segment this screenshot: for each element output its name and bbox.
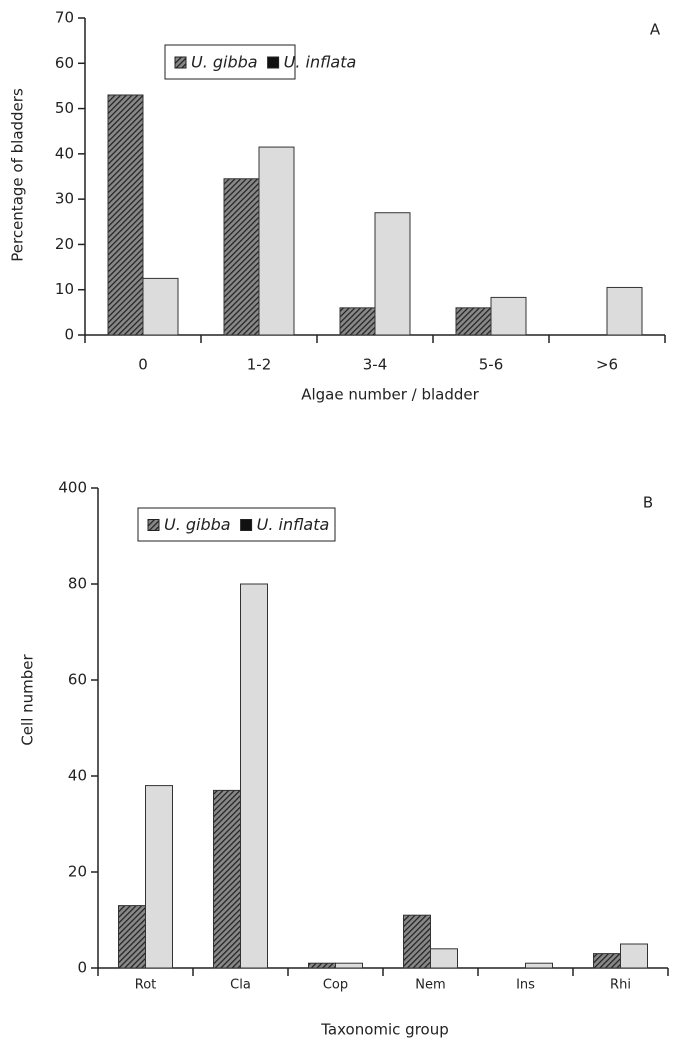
bar [593, 953, 621, 969]
y-axis-label: Percentage of bladders [9, 88, 27, 262]
legend-label: U. gibba [191, 53, 258, 72]
legend-swatch [267, 56, 280, 69]
legend-label: U. gibba [164, 515, 231, 534]
legend-swatch [174, 56, 187, 69]
y-tick-label: 400 [58, 479, 87, 497]
panel-label: A [650, 21, 661, 39]
x-tick-label: Rhi [610, 978, 631, 993]
legend-swatch [147, 519, 160, 531]
x-tick-label: Cla [230, 978, 251, 993]
bar [339, 307, 376, 336]
y-tick-label: 70 [55, 9, 74, 27]
bar [107, 94, 144, 336]
bar [145, 785, 173, 969]
bar [118, 905, 146, 969]
bar [620, 943, 648, 969]
y-tick-label: 40 [55, 144, 74, 162]
y-axis-label: Cell number [19, 653, 37, 745]
bar [258, 146, 295, 336]
bar [455, 307, 492, 336]
bar [403, 914, 431, 969]
x-tick-label: 1-2 [247, 356, 272, 374]
x-tick-label: 5-6 [479, 356, 504, 374]
y-tick-label: 60 [55, 54, 74, 72]
bar [142, 277, 179, 336]
x-tick-label: Rot [135, 978, 157, 993]
x-tick-label: Cop [323, 978, 348, 993]
bar [430, 948, 458, 969]
bar [525, 962, 553, 969]
x-tick-label: 3-4 [363, 356, 388, 374]
y-tick-label: 40 [68, 767, 87, 785]
y-tick-label: 50 [55, 99, 74, 117]
bar [335, 962, 363, 969]
x-tick-label: Nem [415, 978, 445, 993]
y-tick-label: 0 [64, 326, 74, 344]
y-tick-label: 10 [55, 280, 74, 298]
legend-box [137, 507, 336, 542]
bar [606, 286, 643, 336]
x-axis-label: Algae number / bladder [301, 386, 479, 404]
y-tick-label: 30 [55, 190, 74, 208]
bar [213, 789, 241, 969]
y-tick-label: 80 [68, 575, 87, 593]
x-tick-label: >6 [596, 356, 618, 374]
legend-label: U. inflata [257, 515, 330, 534]
y-tick-label: 60 [68, 671, 87, 689]
bar [308, 962, 336, 969]
y-tick-label: 0 [77, 959, 87, 977]
legend-swatch [240, 519, 253, 531]
x-axis-label: Taxonomic group [320, 1021, 449, 1039]
bar [374, 212, 411, 336]
x-tick-label: Ins [516, 978, 535, 993]
bar [223, 178, 260, 336]
y-tick-label: 20 [55, 235, 74, 253]
bar [490, 296, 527, 336]
x-tick-label: 0 [138, 356, 148, 374]
panel-label: B [643, 494, 653, 512]
bar [240, 583, 268, 969]
legend-label: U. inflata [284, 53, 357, 72]
y-tick-label: 20 [68, 863, 87, 881]
